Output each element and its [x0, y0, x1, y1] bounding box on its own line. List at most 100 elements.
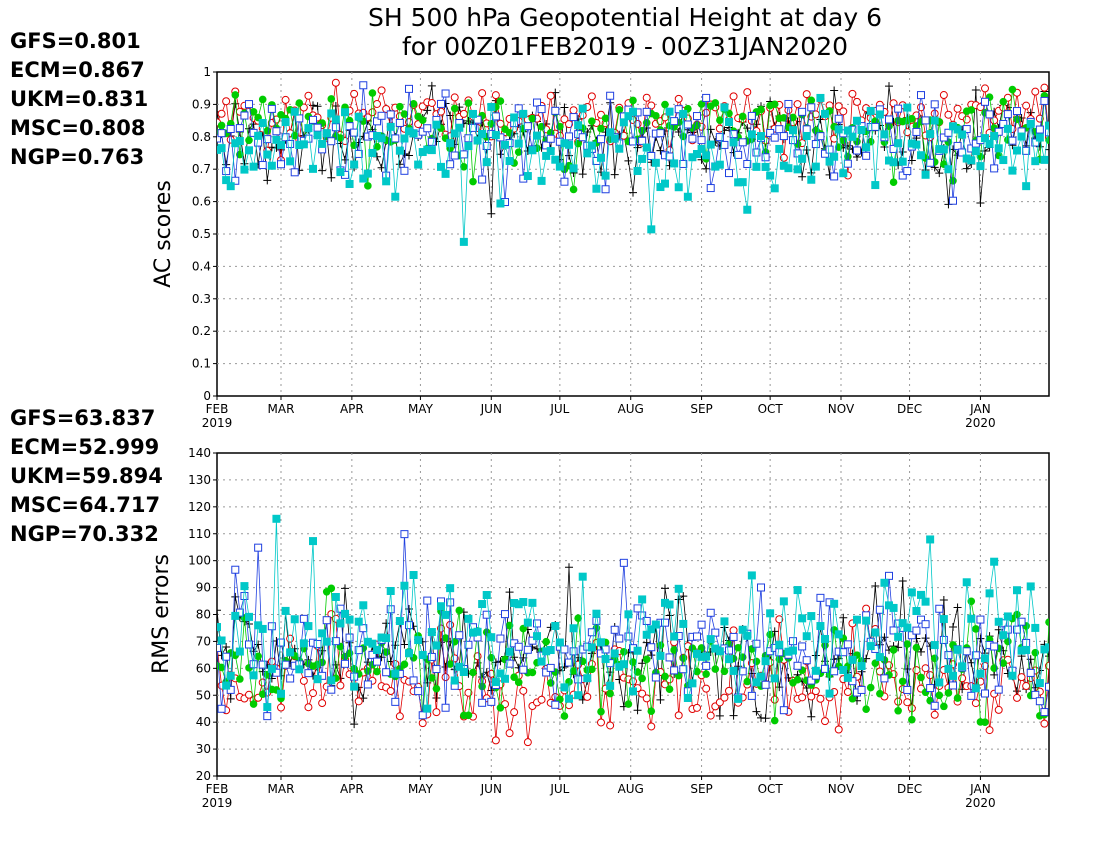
- data-point: [473, 136, 482, 145]
- data-point: [706, 635, 715, 644]
- data-point: [843, 159, 852, 168]
- data-point: [295, 665, 304, 674]
- data-point: [871, 628, 880, 637]
- data-point: [702, 164, 711, 173]
- data-point: [834, 125, 843, 134]
- data-point: [725, 169, 733, 178]
- data-point: [816, 93, 825, 102]
- data-point: [523, 645, 532, 654]
- data-point: [775, 615, 784, 624]
- data-point: [373, 131, 381, 140]
- data-point: [327, 173, 336, 182]
- y-tick-label: 0.2: [192, 324, 211, 338]
- y-tick-label: 0.4: [192, 259, 211, 273]
- data-point: [940, 702, 948, 711]
- data-point: [688, 153, 697, 162]
- data-point: [949, 622, 957, 631]
- data-point: [254, 652, 262, 661]
- data-point: [971, 699, 980, 708]
- data-point: [217, 623, 221, 632]
- data-point: [341, 584, 349, 593]
- data-point: [391, 192, 400, 201]
- data-point: [217, 134, 221, 143]
- data-point: [638, 674, 646, 683]
- data-point: [395, 118, 404, 127]
- data-point: [935, 678, 944, 687]
- data-point: [441, 89, 450, 98]
- y-tick-label: 0.9: [192, 97, 211, 111]
- y-tick-label: 110: [188, 527, 211, 541]
- data-point: [286, 674, 295, 683]
- data-point: [976, 669, 985, 678]
- data-point: [277, 140, 285, 149]
- data-point: [766, 128, 775, 137]
- data-point: [953, 125, 962, 134]
- data-point: [309, 689, 317, 698]
- data-point: [994, 685, 1003, 694]
- data-point: [1013, 107, 1021, 116]
- data-point: [263, 135, 272, 144]
- data-point: [661, 672, 669, 681]
- data-point: [642, 655, 651, 664]
- x-tick-label: APR: [340, 782, 364, 796]
- data-point: [789, 113, 797, 122]
- data-point: [683, 192, 692, 201]
- data-point: [1022, 182, 1031, 191]
- data-point: [313, 639, 322, 648]
- data-point: [875, 110, 884, 119]
- data-point: [1013, 586, 1021, 595]
- data-point: [578, 657, 587, 666]
- data-point: [949, 671, 957, 680]
- data-point: [587, 141, 596, 150]
- data-point: [249, 700, 258, 708]
- x-tick-label: AUG: [618, 402, 644, 416]
- data-point: [322, 616, 331, 625]
- data-point: [578, 104, 587, 113]
- data-point: [885, 601, 893, 610]
- data-point: [286, 157, 295, 166]
- data-point: [395, 617, 404, 626]
- data-point: [638, 154, 647, 163]
- data-point: [981, 654, 989, 663]
- data-point: [930, 701, 939, 710]
- data-point: [423, 145, 432, 154]
- data-point: [551, 700, 560, 709]
- data-point: [784, 164, 793, 173]
- data-point: [903, 640, 912, 648]
- data-point: [939, 145, 948, 154]
- data-point: [834, 654, 843, 663]
- data-point: [455, 123, 464, 132]
- data-point: [222, 681, 231, 690]
- data-point: [679, 592, 688, 601]
- data-point: [939, 635, 948, 644]
- data-point: [798, 642, 807, 651]
- data-point: [555, 638, 564, 647]
- data-point: [423, 124, 432, 133]
- data-point: [542, 637, 550, 646]
- data-point: [336, 681, 345, 690]
- data-point: [917, 673, 925, 682]
- data-point: [802, 632, 811, 641]
- data-point: [766, 609, 775, 618]
- data-point: [217, 129, 226, 138]
- data-point: [633, 706, 642, 715]
- data-point: [697, 144, 706, 153]
- data-point: [647, 625, 656, 634]
- data-point: [802, 656, 811, 665]
- data-point: [999, 156, 1008, 165]
- data-point: [565, 151, 573, 160]
- y-tick-label: 80: [196, 608, 211, 622]
- series-ukm: [217, 584, 1049, 726]
- data-point: [1013, 687, 1021, 696]
- data-point: [674, 127, 683, 136]
- data-point: [610, 649, 619, 658]
- data-point: [537, 657, 546, 666]
- data-point: [747, 130, 756, 139]
- data-point: [1003, 110, 1012, 119]
- data-point: [318, 166, 327, 175]
- data-point: [912, 666, 921, 675]
- data-point: [857, 685, 866, 694]
- data-point: [816, 132, 825, 141]
- data-point: [693, 112, 701, 121]
- data-point: [432, 120, 441, 129]
